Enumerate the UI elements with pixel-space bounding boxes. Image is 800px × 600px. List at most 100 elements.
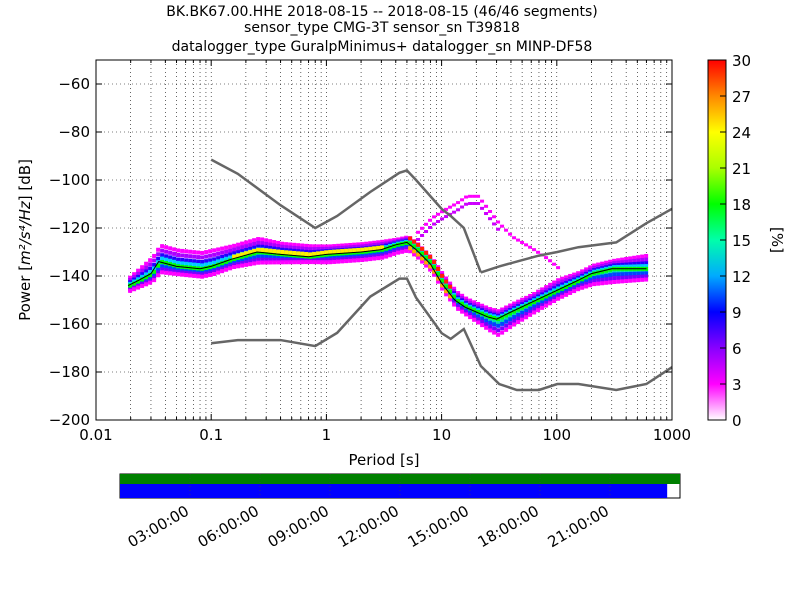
density-cell <box>560 290 565 295</box>
density-cell <box>588 280 593 285</box>
density-cell <box>624 264 629 269</box>
density-cell <box>548 296 553 301</box>
density-cell <box>184 273 189 278</box>
density-cell <box>644 269 649 274</box>
density-cell <box>292 245 297 250</box>
density-cell <box>604 273 609 278</box>
density-cell <box>536 302 541 307</box>
density-cell <box>364 241 369 246</box>
density-cell <box>252 255 257 260</box>
density-cell <box>468 298 473 303</box>
density-cell <box>360 244 365 249</box>
density-cell <box>272 255 277 260</box>
density-cell <box>260 241 265 246</box>
density-cell <box>140 274 145 279</box>
density-cell <box>356 258 361 263</box>
density-cell <box>328 249 333 254</box>
density-cell <box>560 282 565 287</box>
density-cell <box>636 274 641 279</box>
density-cell <box>528 296 533 301</box>
density-cell <box>356 256 361 261</box>
density-cell <box>404 246 409 251</box>
density-cell <box>200 250 205 255</box>
density-cell <box>272 257 277 262</box>
density-cell <box>364 255 369 260</box>
segment-time-label: 09:00:00 <box>265 502 332 551</box>
density-cell <box>284 260 289 265</box>
density-cell <box>452 210 457 214</box>
density-cell <box>628 269 633 274</box>
mode-line <box>127 241 647 320</box>
density-cell <box>364 243 369 248</box>
chart-title-line-3: datalogger_type GuralpMinimus+ datalogge… <box>172 39 593 55</box>
density-cell <box>520 317 525 322</box>
density-cell <box>184 249 189 254</box>
density-cell <box>376 251 381 256</box>
density-cell <box>608 280 613 285</box>
density-cell <box>236 246 241 251</box>
density-cell <box>456 302 461 307</box>
density-cell <box>504 316 509 321</box>
density-cell <box>328 244 333 249</box>
density-cell <box>472 317 477 322</box>
y-axis-ticks: −200 −180 −160 −140 −120 −100 −80 −60 <box>49 75 672 429</box>
density-cell <box>196 272 201 277</box>
density-cell <box>616 275 621 280</box>
plot-area: 0.01 0.1 1 10 100 1000 −200 −180 −160 −140 −120 −1… <box>49 59 691 444</box>
density-cell <box>324 246 329 251</box>
segment-time-label: 06:00:00 <box>195 502 262 551</box>
density-cell <box>644 271 649 276</box>
density-cell <box>368 243 373 248</box>
density-cell <box>164 245 169 250</box>
density-cell <box>380 242 385 247</box>
density-cell <box>488 307 493 312</box>
density-cell <box>396 250 401 255</box>
density-cell <box>332 257 337 262</box>
density-cell <box>156 256 161 261</box>
density-cell <box>328 255 333 260</box>
density-cell <box>200 259 205 264</box>
density-cell <box>568 290 573 295</box>
density-cell <box>200 255 205 260</box>
density-cell <box>236 259 241 264</box>
density-cell <box>348 258 353 263</box>
density-cell <box>596 262 601 267</box>
density-cell <box>360 257 365 262</box>
density-cell <box>600 263 605 268</box>
noise-models <box>210 158 673 392</box>
density-cell <box>528 245 533 249</box>
density-cell <box>532 310 537 315</box>
density-cell <box>184 270 189 275</box>
density-cell <box>568 283 573 288</box>
density-cell <box>460 293 465 298</box>
y-tick-label: −180 <box>49 363 90 381</box>
density-cell <box>224 253 229 258</box>
density-cell <box>164 261 169 266</box>
density-cell <box>384 241 389 246</box>
density-cell <box>212 271 217 276</box>
density-cell <box>616 258 621 263</box>
density-cell <box>160 256 165 261</box>
density-cell <box>640 271 645 276</box>
density-cell <box>176 257 181 262</box>
density-cell <box>532 304 537 309</box>
density-cell <box>356 244 361 249</box>
density-cell <box>384 252 389 257</box>
density-cell <box>220 246 225 251</box>
density-cell <box>140 272 145 277</box>
density-cell <box>284 255 289 260</box>
density-cell <box>432 222 437 226</box>
density-cell <box>452 294 457 299</box>
density-cell <box>228 255 233 260</box>
density-cell <box>280 241 285 246</box>
density-cell <box>504 319 509 324</box>
density-cell <box>236 264 241 269</box>
density-cell <box>184 258 189 263</box>
density-cell <box>408 249 413 254</box>
density-cell <box>424 255 429 260</box>
density-cell <box>548 282 553 287</box>
y-tick-label: −120 <box>49 219 90 237</box>
density-cell <box>444 289 449 294</box>
density-cell <box>260 237 265 242</box>
density-cell <box>548 288 553 293</box>
